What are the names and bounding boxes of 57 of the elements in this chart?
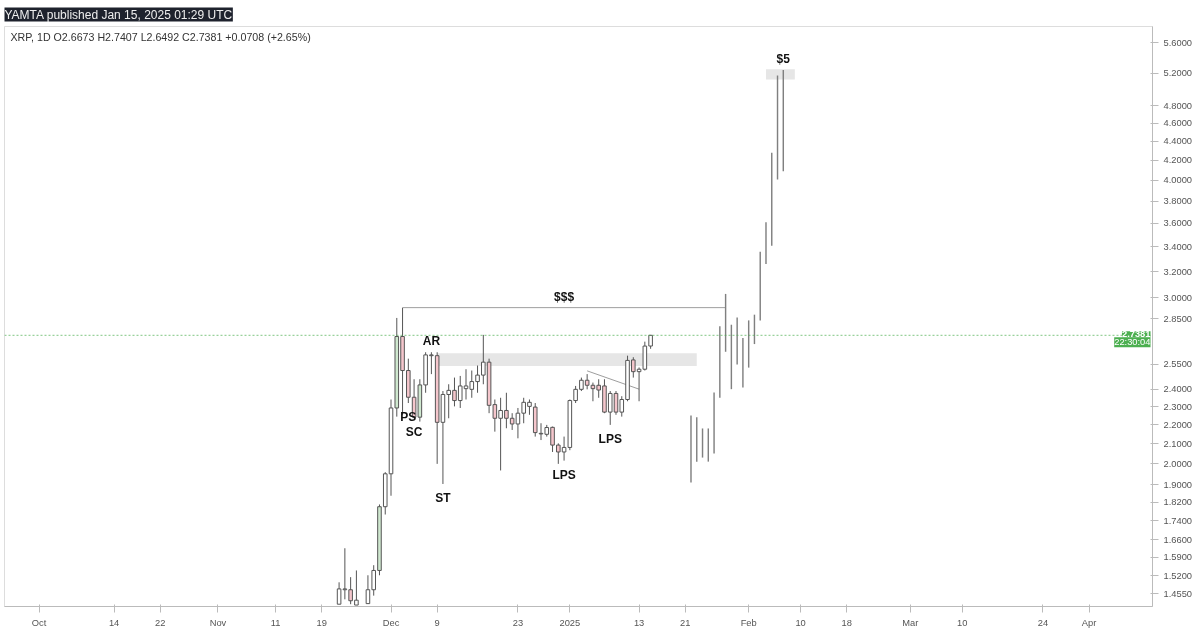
x-tick-label: 13: [633, 617, 645, 628]
x-tick-label: 19: [316, 617, 327, 628]
y-tick-label: 4.0000: [1163, 175, 1193, 186]
y-tick-label: 2.4000: [1163, 384, 1193, 395]
x-tick-label: 22: [155, 617, 166, 628]
y-tick-label: 1.5900: [1163, 552, 1193, 563]
y-tick-label: 4.4000: [1163, 136, 1193, 147]
x-tick-label: 10: [795, 617, 806, 628]
x-tick-label: 24: [1037, 617, 1049, 628]
y-tick-label: 3.0000: [1163, 292, 1193, 303]
annotation: LPS: [598, 431, 622, 446]
annotation: PS: [400, 410, 417, 425]
y-tick-label: 1.7400: [1163, 515, 1193, 526]
chart-subtitle: XRP, 1D O2.6673 H2.7407 L2.6492 C2.7381 +0.0708 (+2.65%): [10, 30, 311, 43]
x-tick-label: 9: [434, 617, 440, 628]
x-tick-label: Feb: [740, 617, 757, 628]
y-tick-label: 2.8500: [1163, 313, 1193, 324]
x-tick-label: 10: [956, 617, 968, 628]
y-tick-label: 4.6000: [1163, 118, 1193, 129]
annotation: $5: [776, 52, 791, 67]
y-tick-label: 1.8200: [1163, 497, 1193, 508]
x-tick-label: Oct: [31, 617, 47, 628]
x-tick-label: 11: [270, 617, 281, 628]
annotation: AR: [422, 334, 441, 349]
y-tick-label: 2.0000: [1163, 458, 1193, 469]
y-tick-label: 1.6600: [1163, 534, 1193, 545]
y-tick-label: 2.3000: [1163, 401, 1193, 412]
annotation: $$$: [554, 289, 575, 304]
y-tick-label: 5.6000: [1163, 37, 1193, 48]
x-tick-label: 21: [680, 617, 691, 628]
annotation: 22:30:04: [1114, 337, 1151, 348]
y-tick-label: 1.4550: [1163, 588, 1193, 599]
y-tick-label: 3.4000: [1163, 241, 1193, 252]
y-tick-label: 1.5200: [1163, 570, 1193, 581]
y-tick-label: 4.8000: [1163, 100, 1193, 111]
y-tick-label: 1.9000: [1163, 479, 1193, 490]
y-tick-label: 3.8000: [1163, 196, 1193, 207]
x-tick-label: Apr: [1081, 617, 1097, 628]
y-tick-label: 2.2000: [1163, 419, 1193, 430]
annotation: SC: [405, 425, 423, 440]
y-tick-label: 4.2000: [1163, 155, 1193, 166]
y-tick-label: 2.5500: [1163, 359, 1193, 370]
chart-title: YAMTA published Jan 15, 2025 01:29 UTC: [4, 7, 233, 22]
x-tick-label: Mar: [902, 617, 919, 628]
ref-line-label: 2.7381: [1121, 329, 1151, 340]
y-tick-label: 2.1000: [1163, 438, 1193, 449]
annotation: LPS: [552, 467, 576, 482]
x-tick-label: Nov: [209, 617, 227, 628]
y-tick-label: 3.2000: [1163, 266, 1193, 277]
y-tick-label: 5.2000: [1163, 68, 1193, 79]
annotation: ST: [435, 490, 452, 505]
y-tick-label: 3.6000: [1163, 218, 1193, 229]
x-tick-label: Dec: [382, 617, 400, 628]
x-tick-label: 14: [108, 617, 120, 628]
x-tick-label: 2025: [559, 617, 581, 628]
x-tick-label: 18: [841, 617, 852, 628]
x-tick-label: 23: [512, 617, 524, 628]
